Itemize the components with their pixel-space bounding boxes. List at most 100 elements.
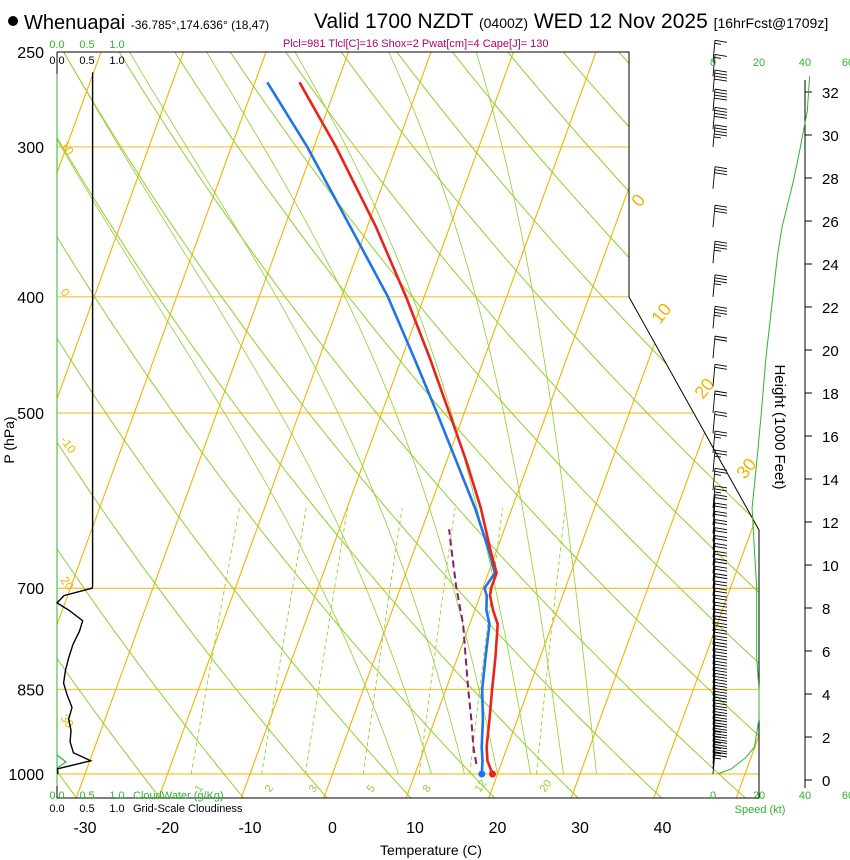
barb-half [713,136,722,139]
wind-barb [712,730,728,753]
barb-flag [714,654,728,658]
barb-flag [714,430,728,434]
cloud-water-tick-top: 0.5 [79,39,94,51]
dry-adiabat-line [57,52,664,798]
mixing-ratio-line [418,507,456,775]
barb-flag [714,666,728,670]
barb-staff [712,679,716,702]
wind-barb [712,88,728,112]
wind-barb [712,666,728,690]
wind-barb [712,628,728,652]
barb-flag [714,204,728,208]
barb-flag [714,682,728,685]
cloudiness-tick-bottom: 0.5 [79,803,94,815]
cloudiness-tick-top: 1.0 [109,55,124,67]
barb-flag [714,210,728,214]
dry-adiabat-line [160,52,759,798]
wind-barb [712,550,728,574]
dry-adiabat-line [57,52,246,798]
dry-adiabat-line [57,52,580,798]
barb-staff [712,431,716,454]
height-tick-label: 8 [822,601,830,618]
barb-flag [714,679,728,682]
barb-staff [712,124,716,147]
barb-staff [712,306,716,329]
barb-half [714,491,722,494]
barb-flag [714,693,728,697]
barb-staff [712,390,716,414]
barb-flag [714,699,728,703]
barb-flag [714,133,728,137]
valid-time: Valid 1700 NZDT [314,10,474,33]
barb-flag [714,568,728,572]
barb-flag [714,638,728,642]
barb-half [714,42,722,45]
moist-adiabat-line [129,52,465,775]
barb-flag [714,696,728,700]
barb-staff [712,635,716,658]
wind-barb [712,641,728,665]
barb-flag [714,545,728,549]
barb-flag [714,72,728,76]
y-axis-label: P (hPa) [1,416,17,463]
barb-staff [712,468,716,491]
barb-half [714,725,722,728]
wind-barb [712,485,728,508]
barb-flag [714,553,728,557]
mixing-ratio-line [536,507,566,775]
speed-line [717,76,811,775]
barb-staff [712,485,716,508]
barb-staff [712,519,716,542]
mixing-ratio-label: 3 [307,783,320,795]
wind-barb [712,449,728,473]
barb-half [714,56,722,59]
wind-barb [712,502,728,526]
barb-flag [714,112,728,116]
barb-flag [714,608,728,612]
barb-flag [714,618,728,622]
barb-flag [714,535,728,539]
barb-flag [714,467,728,471]
barb-flag [714,744,728,747]
barb-flag [714,660,728,664]
wind-barb [712,166,728,189]
speed-tick-top: 0 [710,57,716,69]
dry-adiabat-line [105,52,748,798]
barb-flag [714,527,728,531]
barb-flag [714,308,728,312]
dewpoint-line [266,81,497,775]
barb-flag [714,53,728,57]
barb-flag [714,611,728,615]
barb-staff [712,702,716,725]
pressure-tick-label: 850 [17,682,44,699]
wind-barb [712,204,728,228]
barb-staff [712,654,716,677]
barb-flag [714,390,728,394]
barb-staff [712,673,716,696]
wind-barbs [712,39,728,775]
wind-barb [712,542,728,566]
barb-flag [714,590,728,594]
barb-half [714,455,722,458]
barb-staff [712,494,716,517]
cloud-water-tick-top: 1.0 [109,39,124,51]
barb-staff [712,741,716,764]
speed-tick-top: 40 [799,57,811,69]
barb-staff [712,54,716,77]
barb-flag [714,246,728,250]
barb-flag [714,243,728,247]
barb-staff [712,166,716,189]
speed-label: Speed (kt) [735,804,786,816]
barb-flag [714,622,728,626]
wind-barb [712,622,728,645]
barb-staff [712,595,716,618]
barb-flag [714,69,728,73]
barb-staff [712,70,716,93]
wind-barb [712,654,728,677]
barb-flag [714,172,728,176]
barb-flag [714,751,728,755]
barb-flag [714,690,728,694]
dry-adiabat-line [325,52,759,798]
dry-adiabat-line [215,52,759,798]
speed-tick-bottom: 0 [710,790,716,802]
